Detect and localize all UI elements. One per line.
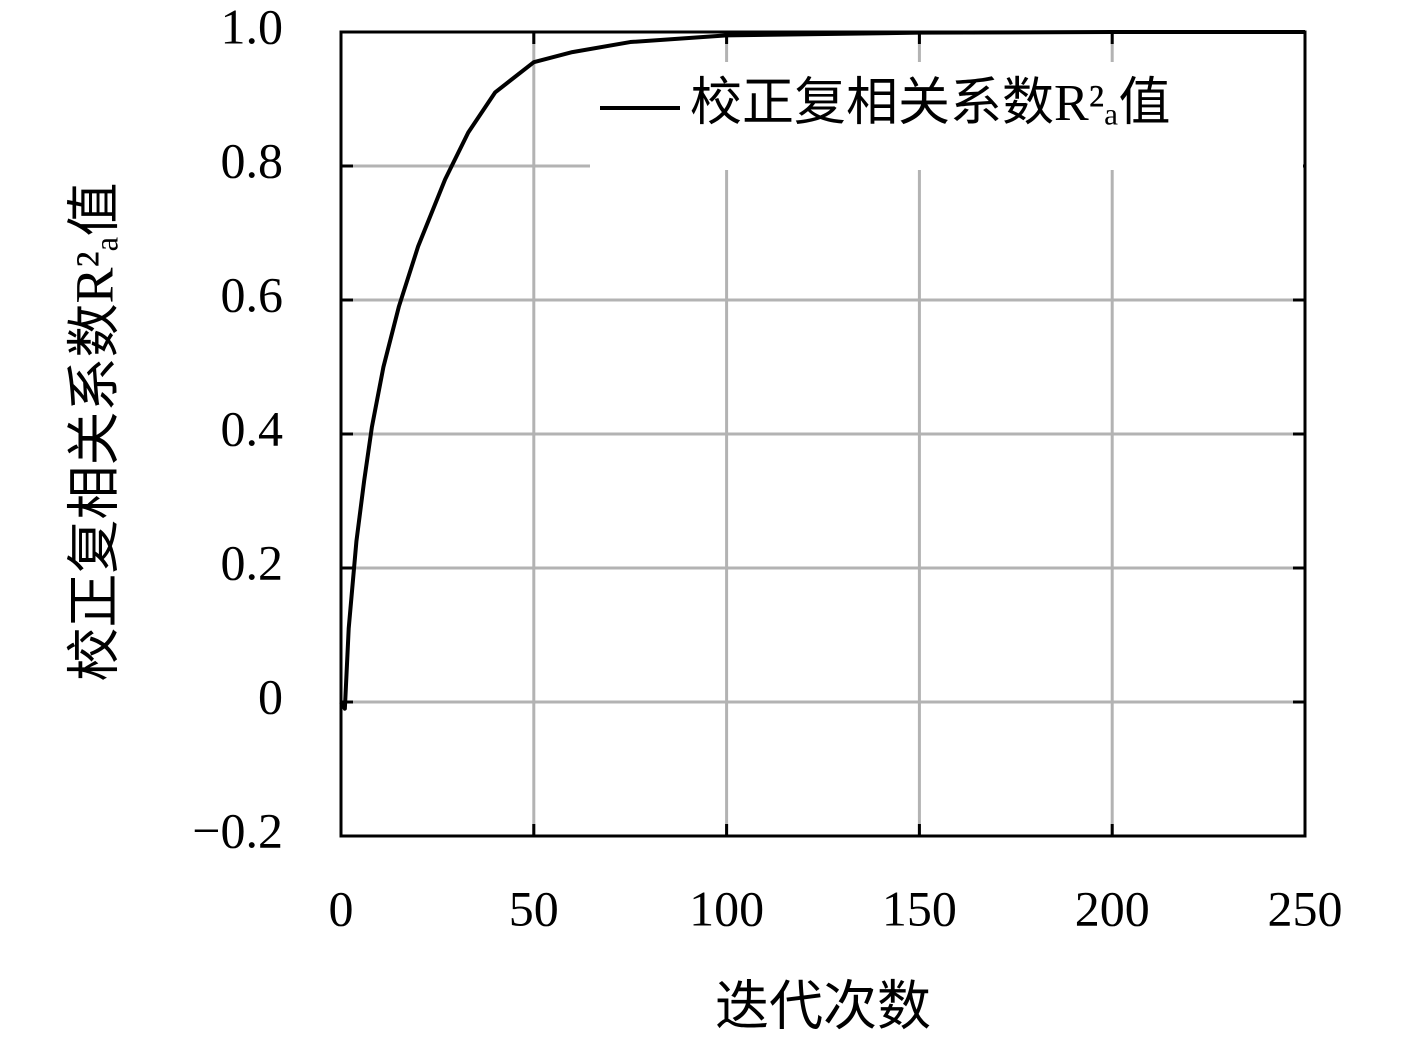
y-tick-label: 1.0	[221, 0, 284, 54]
y-tick-label: 0.4	[221, 400, 284, 456]
x-axis-label: 迭代次数	[715, 976, 931, 1036]
x-tick-label: 100	[689, 880, 764, 936]
y-tick-label: 0.6	[221, 266, 284, 322]
x-tick-label: 150	[882, 880, 957, 936]
legend: 校正复相关系数R²ₐ值	[590, 62, 1303, 170]
y-axis-label: 校正复相关系数R²ₐ值	[64, 183, 124, 682]
legend-box	[590, 62, 1303, 170]
x-tick-label: 250	[1268, 880, 1343, 936]
line	[339, 30, 1305, 711]
x-tick-label: 0	[329, 880, 354, 936]
y-tick-label: 0	[258, 668, 283, 724]
plot-frame	[339, 30, 1307, 838]
x-tick-label: 200	[1075, 880, 1150, 936]
y-tick-label: −0.2	[192, 802, 283, 858]
x-tick-label: 50	[509, 880, 559, 936]
y-tick-label: 0.2	[221, 534, 284, 590]
y-tick-label: 0.8	[221, 132, 284, 188]
legend-label: 校正复相关系数R²ₐ值	[690, 75, 1171, 132]
